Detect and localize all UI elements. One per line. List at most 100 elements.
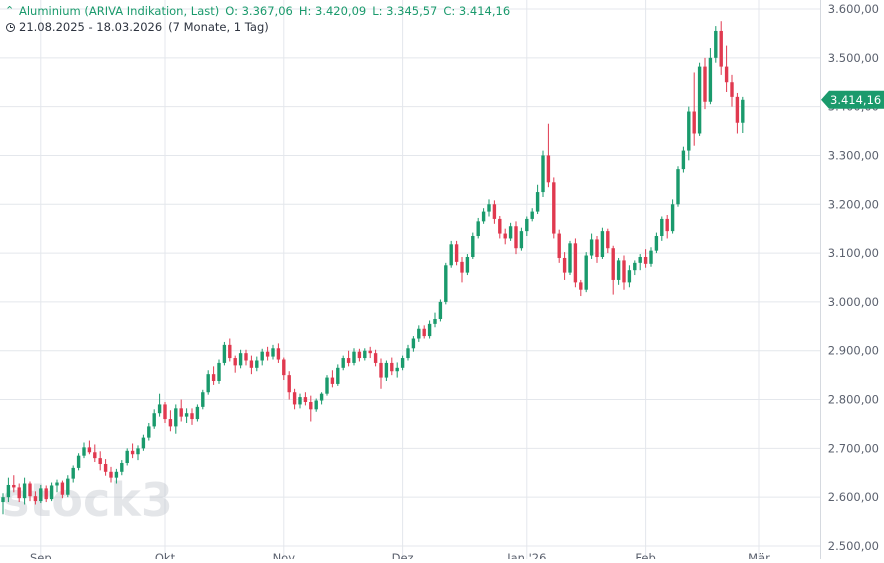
candle xyxy=(422,325,426,339)
candle-body xyxy=(741,99,745,123)
candle xyxy=(292,388,297,410)
candle-body xyxy=(49,485,54,500)
last-price-label: 3.414,16 xyxy=(830,93,881,107)
candle xyxy=(71,465,75,483)
y-tick-label: 2.500,00 xyxy=(828,539,879,553)
candle-body xyxy=(260,351,264,361)
candle-body xyxy=(708,57,713,102)
candle-body xyxy=(568,243,572,273)
candle xyxy=(249,355,254,375)
candle xyxy=(244,349,248,366)
candle xyxy=(238,349,243,369)
candle xyxy=(741,96,745,133)
low-value: L: 3.345,57 xyxy=(372,4,438,18)
candle xyxy=(714,26,718,63)
candle-body xyxy=(222,344,227,363)
candle-body xyxy=(535,192,540,212)
x-axis: Sep Okt Nov Dez Jan '26 Feb Mär xyxy=(30,551,770,563)
candle xyxy=(616,257,621,285)
candle-body xyxy=(168,419,173,427)
candle-body xyxy=(55,482,59,486)
candle-body xyxy=(238,353,243,366)
candle-body xyxy=(330,377,335,384)
candle-body xyxy=(676,169,680,205)
candle xyxy=(130,443,135,459)
candle-body xyxy=(255,360,259,368)
candle-body xyxy=(384,362,389,378)
candle-body xyxy=(724,66,729,83)
candle-body xyxy=(309,401,313,410)
candle-body xyxy=(319,393,324,401)
candle xyxy=(471,232,475,259)
candle xyxy=(147,422,151,441)
candle-body xyxy=(314,400,318,410)
candle-body xyxy=(687,111,691,151)
candle xyxy=(519,227,524,251)
y-axis: 2.500,00 2.600,00 2.700,00 2.800,00 2.900,00… xyxy=(828,2,879,553)
candle xyxy=(400,355,405,371)
candle xyxy=(314,398,318,412)
candle-body xyxy=(616,260,621,280)
candle xyxy=(643,249,648,268)
candle-body xyxy=(589,239,594,256)
candle-body xyxy=(287,375,291,393)
candle-body xyxy=(395,367,399,372)
candle-body xyxy=(552,182,556,234)
candle xyxy=(379,358,383,389)
y-tick-label: 3.300,00 xyxy=(828,148,879,162)
candle-body xyxy=(514,226,518,249)
grid-lines xyxy=(0,0,821,559)
candle xyxy=(195,404,200,422)
candle xyxy=(265,346,270,361)
candle xyxy=(55,479,59,493)
candle xyxy=(573,238,578,288)
candle-body xyxy=(147,426,151,438)
candle xyxy=(454,240,459,266)
candle xyxy=(206,370,210,395)
candle-body xyxy=(22,483,27,499)
candle-body xyxy=(622,260,626,283)
collapse-chevron-icon[interactable]: ⌃ xyxy=(5,4,15,17)
candle-body xyxy=(530,211,534,219)
x-tick-label: Sep xyxy=(30,551,52,559)
y-tick-label: 3.000,00 xyxy=(828,295,879,309)
y-tick-label: 2.700,00 xyxy=(828,441,879,455)
x-tick-label: Jan '26 xyxy=(506,551,546,559)
candle-body xyxy=(573,243,578,283)
candle xyxy=(103,459,108,476)
candle-body xyxy=(114,471,119,478)
candle-body xyxy=(460,261,464,273)
candle xyxy=(1,493,5,515)
y-tick-label: 3.500,00 xyxy=(828,51,879,65)
legend-ohlc-row: ⌃ Aluminium (ARIVA Indikation, Last) O: … xyxy=(5,3,510,19)
candle-body xyxy=(595,239,599,257)
candle-body xyxy=(282,359,286,376)
candle-body xyxy=(336,367,340,384)
date-range: 21.08.2025 - 18.03.2026 xyxy=(19,20,163,34)
candle-body xyxy=(476,221,480,237)
candle xyxy=(184,408,189,423)
legend-range-row: 21.08.2025 - 18.03.2026 (7 Monate, 1 Tag… xyxy=(5,19,510,35)
candle xyxy=(633,260,637,276)
candle-body xyxy=(184,413,189,417)
candle xyxy=(724,45,729,92)
candle-body xyxy=(541,155,545,193)
candle xyxy=(417,325,421,342)
candle-body xyxy=(130,450,135,455)
y-tick-label: 2.800,00 xyxy=(828,393,879,407)
candle xyxy=(346,350,351,367)
candle-body xyxy=(471,236,475,257)
candle-body xyxy=(179,408,183,417)
candle xyxy=(60,480,65,499)
candle xyxy=(638,254,642,271)
candle xyxy=(363,348,367,361)
candle xyxy=(303,392,308,406)
candle-body xyxy=(400,358,405,368)
candle xyxy=(649,247,653,267)
candle xyxy=(276,343,281,363)
candle xyxy=(39,484,43,504)
candle-body xyxy=(98,458,102,464)
candle xyxy=(681,146,686,173)
